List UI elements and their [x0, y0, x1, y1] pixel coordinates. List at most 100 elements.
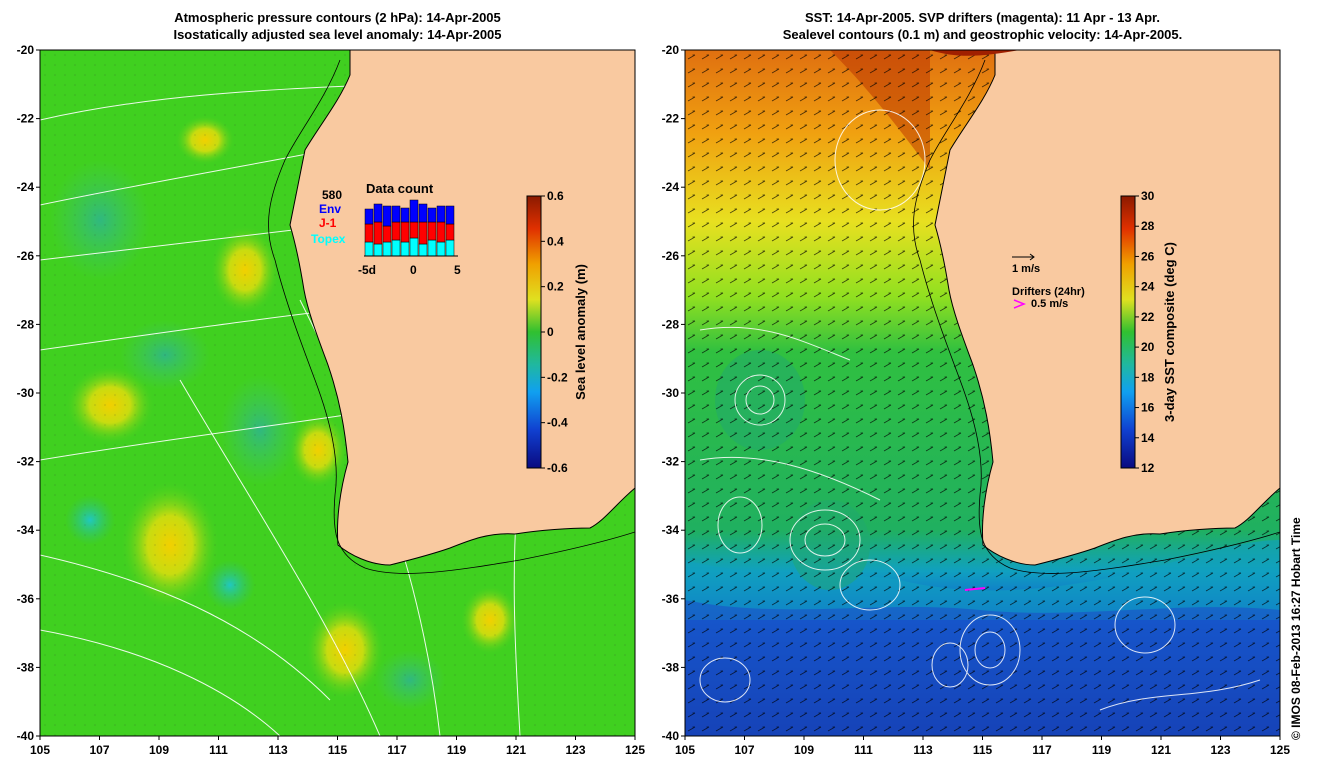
drifter-legend-value: 0.5 m/s [1031, 298, 1068, 310]
sst-colorbar-tick-label: 26 [1141, 249, 1155, 263]
left-lat-tick-label: -22 [17, 112, 35, 126]
data-count-bar-segment [445, 239, 455, 257]
left-lon-tick-label: 107 [89, 743, 109, 757]
shelf-contour-right [913, 59, 1280, 574]
sla-colorbar-tick-label: 0.4 [547, 234, 564, 248]
right-lat-tick-label: -22 [662, 112, 680, 126]
left-lat-tick-label: -26 [17, 249, 35, 263]
data-count-bar-segment [427, 239, 437, 257]
left-title-line1: Atmospheric pressure contours (2 hPa): 1… [174, 10, 501, 25]
data-count-tick-mid: 0 [410, 263, 417, 277]
sealevel-contours [699, 109, 1261, 711]
right-lon-tick-label: 117 [1032, 743, 1052, 757]
left-lon-tick-label: 115 [328, 743, 348, 757]
sst-colorbar-tick-label: 24 [1141, 280, 1155, 294]
right-lat-tick-label: -38 [662, 660, 680, 674]
australia-land-right [934, 50, 1280, 566]
data-count-max: 580 [322, 188, 342, 202]
data-count-bars [364, 199, 455, 257]
data-count-bar-segment [436, 205, 446, 223]
right-title-line2: Sealevel contours (0.1 m) and geostrophi… [782, 27, 1183, 42]
sst-colorbar-tick-label: 14 [1141, 431, 1155, 445]
left-lon-tick-label: 121 [506, 743, 526, 757]
sla-colorbar-scale [526, 195, 542, 469]
right-lon-tick-label: 115 [973, 743, 993, 757]
right-map [685, 50, 1280, 736]
right-lat-tick-label: -32 [662, 455, 680, 469]
right-lat-tick-label: -36 [662, 592, 680, 606]
data-count-bar-segment [427, 221, 437, 241]
hot-coastal-sst [930, 50, 1020, 56]
right-map-title: SST: 14-Apr-2005. SVP drifters (magenta)… [685, 9, 1280, 43]
sla-colorbar-tick-label: -0.2 [547, 370, 568, 384]
left-lat-tick-label: -36 [17, 592, 35, 606]
right-lon-tick-label: 113 [913, 743, 933, 757]
legend-topex: Topex [311, 232, 346, 246]
right-lat-tick-label: -28 [662, 317, 680, 331]
right-lat-tick-label: -40 [662, 729, 680, 743]
velocity-legend-label: 1 m/s [1012, 263, 1040, 275]
sst-colorbar-tick-label: 28 [1141, 219, 1155, 233]
left-lon-tick-label: 117 [387, 743, 407, 757]
sla-colorbar-tick-label: 0.6 [547, 189, 564, 203]
data-count-title: Data count [366, 181, 434, 196]
drifter-track [964, 587, 986, 591]
data-count-bar-segment [409, 221, 419, 239]
sla-colorbar-tick-label: 0.2 [547, 280, 564, 294]
sst-colorbar-tick-label: 30 [1141, 189, 1155, 203]
data-count-bar-segment [409, 199, 419, 223]
legend-j1: J-1 [319, 216, 337, 230]
data-count-bar-segment [391, 239, 401, 257]
sla-colorbar-tick-label: -0.4 [547, 416, 568, 430]
left-lat-tick-label: -28 [17, 317, 35, 331]
right-lon-tick-label: 121 [1151, 743, 1171, 757]
left-lat-tick-label: -20 [17, 43, 35, 57]
left-lat-tick-label: -24 [17, 180, 35, 194]
left-lat-tick-label: -32 [17, 455, 35, 469]
data-count-bar-segment [400, 241, 410, 257]
drifter-legend-title: Drifters (24hr) [1012, 286, 1085, 298]
data-count-bar-segment [445, 205, 455, 225]
sst-colorbar-tick-label: 12 [1141, 461, 1155, 475]
data-count-bar-segment [445, 223, 455, 241]
left-map [40, 50, 635, 736]
left-map-title: Atmospheric pressure contours (2 hPa): 1… [40, 9, 635, 43]
left-lon-tick-label: 119 [447, 743, 467, 757]
sst-colorbar-ticks: 30 28 26 24 22 20 18 16 14 12 [1135, 189, 1155, 475]
right-lon-tick-label: 107 [734, 743, 754, 757]
data-count-bar-segment [391, 205, 401, 223]
data-count-bar-segment [418, 221, 428, 245]
sla-colorbar-tick-label: 0 [547, 325, 554, 339]
legend-env: Env [319, 202, 341, 216]
left-lat-tick-label: -38 [17, 660, 35, 674]
credit-label: © IMOS 08-Feb-2013 16:27 Hobart Time [1289, 517, 1303, 740]
drifter-arrow-icon [1013, 299, 1027, 309]
left-title-line2: Isostatically adjusted sea level anomaly… [173, 27, 502, 42]
right-lon-tick-label: 105 [675, 743, 695, 757]
right-lon-tick-label: 109 [794, 743, 814, 757]
data-count-bar-segment [373, 243, 383, 257]
data-count-bar-segment [364, 208, 374, 225]
left-lon-tick-label: 125 [625, 743, 645, 757]
data-count-bar-segment [436, 241, 446, 257]
sst-colorbar-tick-label: 18 [1141, 370, 1155, 384]
data-count-bar-segment [364, 241, 374, 257]
sla-colorbar-ticks: 0.6 0.4 0.2 0 -0.2 -0.4 -0.6 [541, 189, 568, 475]
left-lon-tick-label: 113 [268, 743, 288, 757]
right-lat-tick-label: -30 [662, 386, 680, 400]
left-lon-tick-label: 111 [209, 743, 228, 757]
data-count-bar-segment [373, 221, 383, 245]
right-lat-tick-label: -24 [662, 180, 680, 194]
data-count-bar-segment [427, 207, 437, 223]
data-count-tick-end: 5 [454, 263, 461, 277]
data-count-bar-segment [382, 225, 392, 243]
right-lat-tick-label: -34 [662, 523, 680, 537]
left-lat-tick-label: -40 [17, 729, 35, 743]
data-count-bar-segment [373, 203, 383, 223]
shelf-contour [268, 59, 635, 574]
data-count-bar-segment [400, 221, 410, 243]
data-count-bar-segment [436, 221, 446, 243]
australia-land [289, 50, 635, 566]
sla-colorbar-label: Sea level anomaly (m) [573, 264, 588, 400]
